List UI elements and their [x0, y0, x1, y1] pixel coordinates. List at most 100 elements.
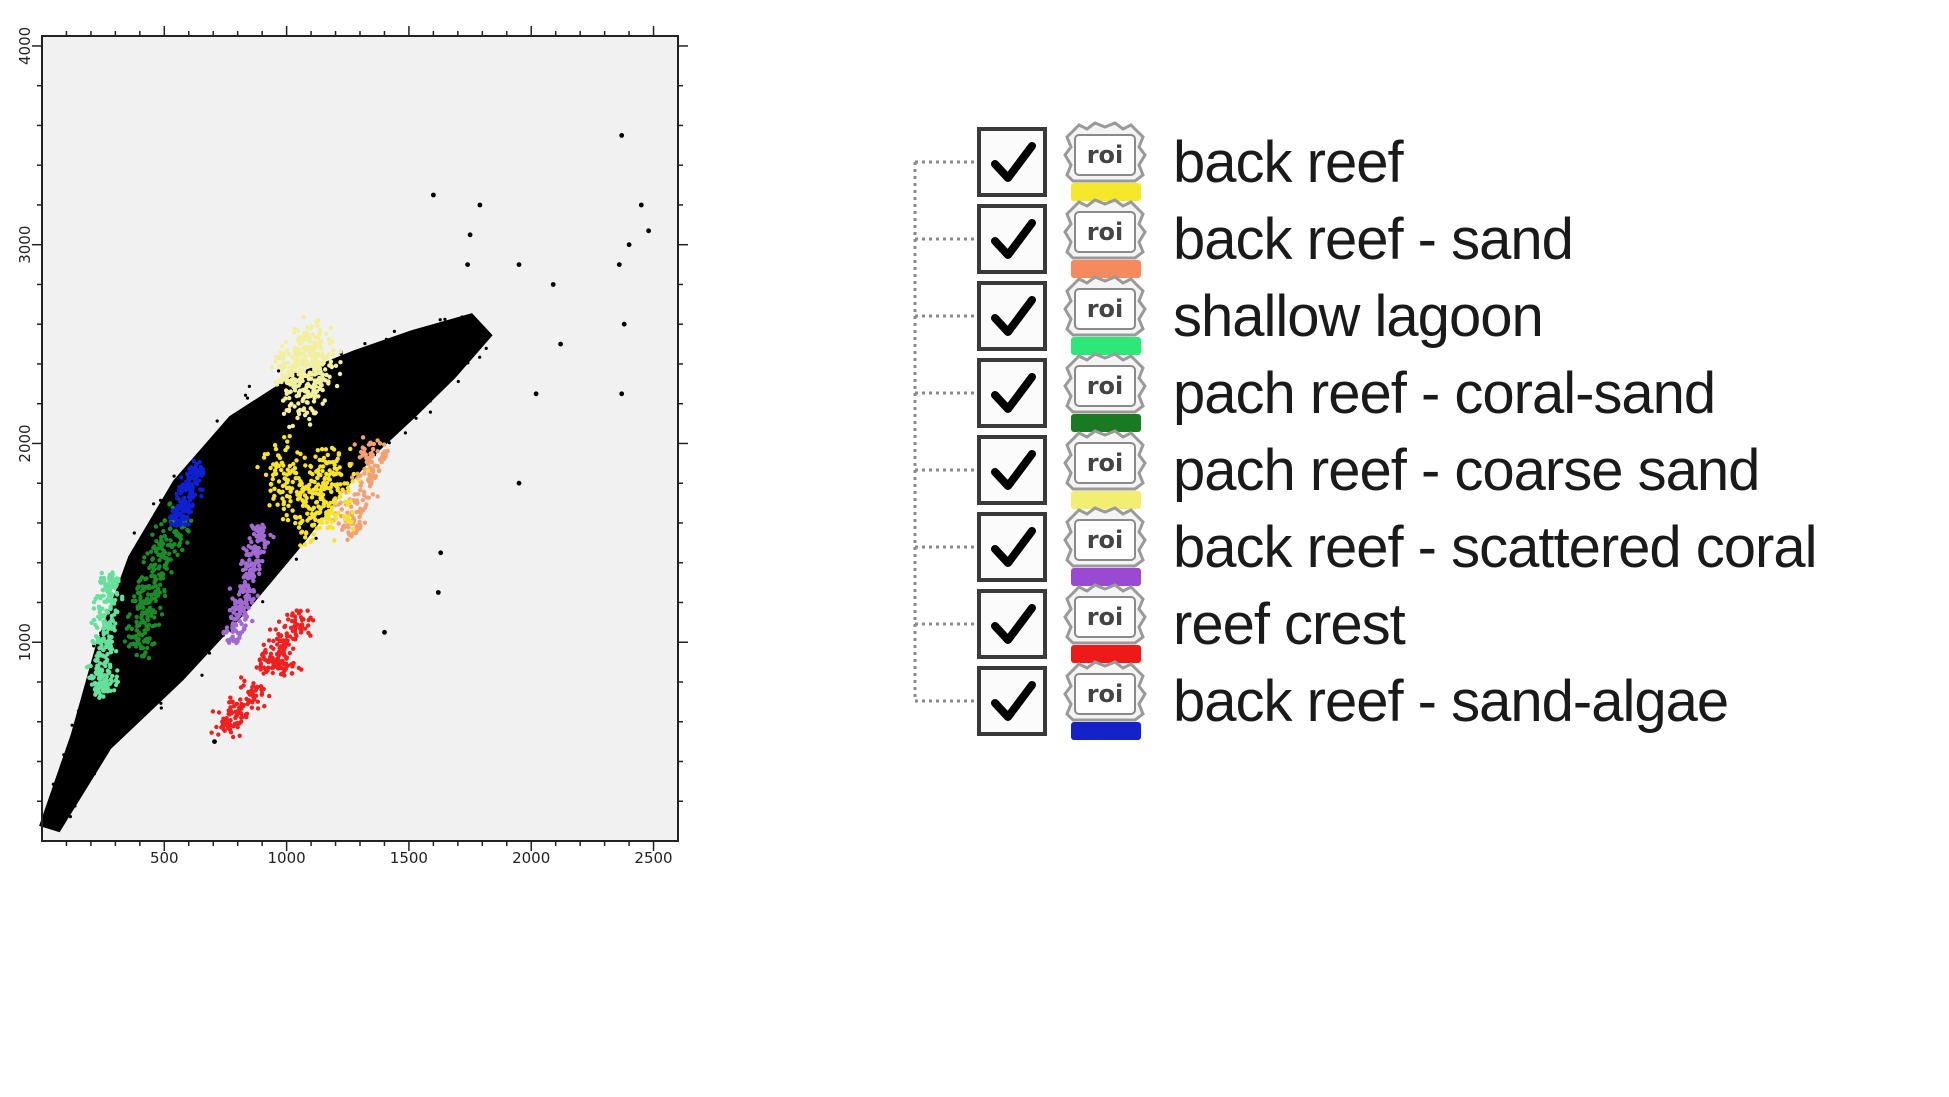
class-point [98, 667, 103, 672]
cloud-point [52, 801, 56, 805]
legend-checkbox[interactable] [977, 127, 1047, 197]
cloud-point [378, 401, 382, 405]
class-point [95, 593, 100, 599]
class-point [239, 711, 244, 716]
class-point [228, 730, 234, 735]
legend-item-back-reef[interactable]: roi back reef [977, 120, 1404, 204]
class-point [97, 609, 102, 615]
class-point [91, 675, 96, 680]
class-point [162, 555, 167, 560]
class-point [280, 639, 285, 644]
class-point [270, 670, 275, 676]
class-point [292, 466, 298, 471]
class-point [342, 517, 348, 522]
class-point [246, 544, 251, 549]
class-point [216, 732, 221, 737]
class-point [296, 393, 302, 398]
class-point [290, 611, 295, 616]
legend-checkbox[interactable] [977, 435, 1047, 505]
class-point [242, 600, 247, 605]
class-point [306, 362, 312, 367]
class-point [318, 327, 323, 333]
legend-item-pach-reef-coral-sand[interactable]: roi pach reef - coral-sand [977, 351, 1716, 435]
class-point [176, 543, 182, 548]
class-point [261, 642, 266, 647]
cloud-point [212, 477, 216, 481]
class-point [336, 511, 341, 516]
cloud-point [281, 418, 285, 423]
class-point [297, 626, 303, 631]
class-point [337, 465, 342, 470]
cloud-point [482, 328, 486, 332]
cloud-point [238, 414, 242, 418]
legend-checkbox[interactable] [977, 666, 1047, 736]
class-point [331, 348, 336, 353]
legend-checkbox[interactable] [977, 589, 1047, 659]
class-point [94, 625, 100, 630]
class-point [289, 486, 295, 491]
class-point [323, 378, 328, 383]
cloud-point [438, 318, 442, 322]
class-point [178, 499, 183, 504]
class-point [381, 456, 387, 462]
class-point [144, 624, 149, 629]
cloud-point [180, 652, 184, 656]
class-point [99, 570, 105, 576]
class-point [345, 481, 350, 486]
class-point [165, 558, 170, 563]
class-point [276, 658, 281, 663]
roi-icon: roi [1059, 196, 1151, 282]
class-point [309, 495, 315, 500]
class-point [292, 628, 298, 633]
legend-item-pach-reef-coarse-sand[interactable]: roi pach reef - coarse sand [977, 428, 1760, 512]
class-point [246, 586, 251, 591]
legend-item-back-reef-sand[interactable]: roi back reef - sand [977, 196, 1574, 282]
class-point [317, 386, 322, 391]
legend-checkbox[interactable] [977, 204, 1047, 274]
class-point [297, 388, 303, 393]
class-point [236, 592, 242, 597]
cloud-point [83, 776, 88, 780]
class-point [241, 683, 246, 688]
class-point [249, 539, 254, 545]
legend-checkbox[interactable] [977, 281, 1047, 351]
class-point [328, 325, 334, 330]
legend-checkbox[interactable] [977, 512, 1047, 582]
class-point [310, 537, 315, 543]
class-point [322, 398, 327, 403]
class-point [280, 489, 285, 494]
class-point [291, 660, 296, 666]
class-point [324, 515, 329, 521]
class-point [314, 320, 319, 325]
class-point [370, 446, 376, 452]
class-point [106, 671, 111, 676]
class-point [104, 630, 110, 635]
class-point [272, 468, 278, 473]
class-point [132, 594, 137, 599]
legend-checkbox[interactable] [977, 358, 1047, 428]
class-point [190, 470, 195, 475]
class-point [157, 552, 163, 557]
legend-item-shallow-lagoon[interactable]: roi shallow lagoon [977, 274, 1544, 358]
roi-icon: roi [1059, 581, 1151, 667]
class-point [138, 646, 144, 651]
legend-item-reef-crest[interactable]: roi reef crest [977, 581, 1406, 667]
class-point [242, 678, 247, 684]
cloud-point [116, 643, 120, 647]
class-point [357, 519, 362, 524]
cloud-point [456, 379, 460, 384]
class-point [104, 639, 109, 644]
cloud-point [270, 559, 274, 564]
class-point [108, 642, 113, 647]
class-point [232, 627, 237, 632]
cloud-point [272, 424, 277, 428]
class-point [366, 461, 371, 467]
legend-item-back-reef-sand-algae[interactable]: roi back reef - sand-algae [977, 659, 1729, 743]
class-point [232, 623, 237, 628]
legend-item-back-reef-scattered-coral[interactable]: roi back reef - scattered coral [977, 505, 1818, 589]
class-point [277, 646, 282, 651]
class-point [283, 388, 289, 393]
class-point [145, 645, 150, 651]
class-point [309, 324, 315, 329]
checkmark-icon [991, 219, 1036, 259]
